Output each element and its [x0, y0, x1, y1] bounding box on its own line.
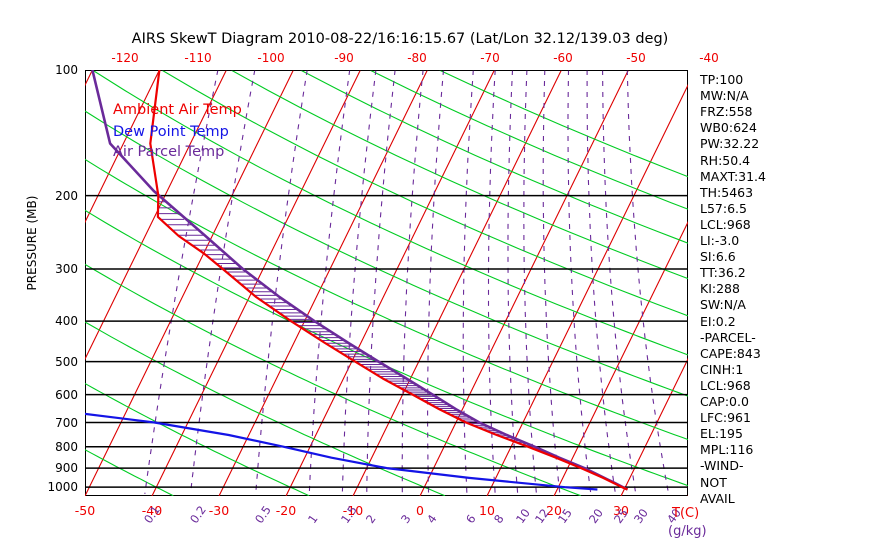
stat-item: LI:-3.0 — [700, 233, 740, 248]
stat-item: WB0:624 — [700, 120, 757, 136]
pressure-tick: 100 — [55, 63, 78, 77]
stat-item: TT:36.2 — [700, 265, 746, 281]
pressure-axis-title: PRESSURE (MB) — [25, 195, 39, 291]
skewt-plot — [85, 70, 688, 496]
pressure-tick: 400 — [55, 314, 78, 329]
stat-item: RH:50.4 — [700, 152, 751, 168]
stat-item: KI:288 — [700, 281, 740, 297]
top-temp-tick: -120 — [111, 51, 139, 65]
top-temp-tick: -60 — [553, 51, 573, 65]
stat-item: SW:N/A — [700, 297, 746, 313]
stat-item: LCL:968 — [700, 216, 751, 232]
bottom-temp-tick: -40 — [141, 503, 163, 518]
stat-item: L57:6.5 — [700, 200, 747, 216]
page-title: AIRS SkewT Diagram 2010-08-22/16:16:15.6… — [131, 31, 669, 47]
mixing-axis-unit-label: (g/kg) — [668, 524, 707, 539]
stat-item: EI:0.2 — [700, 313, 736, 329]
bottom-temp-tick: 30 — [613, 503, 629, 518]
bottom-temp-tick: -30 — [208, 503, 230, 518]
top-temp-tick: -90 — [334, 51, 354, 65]
stat-item: PW:32.22 — [700, 136, 760, 152]
top-temp-tick: -40 — [699, 51, 719, 65]
stat-item: LCL:968 — [700, 377, 751, 393]
pressure-tick: 700 — [55, 415, 78, 430]
stat-item: NOT — [700, 474, 727, 490]
pressure-tick: 800 — [55, 439, 78, 454]
legend-ambient-air-temp: Ambient Air Temp — [113, 102, 242, 118]
mixing-ratio-tick: 1 — [305, 511, 322, 527]
top-temp-tick: -100 — [257, 51, 285, 65]
top-temp-tick: -70 — [480, 51, 500, 65]
stat-item: MW:N/A — [700, 88, 749, 104]
top-temp-tick: -80 — [407, 51, 427, 65]
pressure-tick: 500 — [55, 354, 78, 369]
bottom-temp-tick: -10 — [342, 503, 364, 518]
stat-item: LFC:961 — [700, 410, 751, 426]
stat-item: TH:5463 — [700, 184, 754, 200]
pressure-tick: 300 — [55, 262, 78, 277]
stat-item: CAP:0.0 — [700, 394, 749, 409]
stat-item: SI:6.6 — [700, 249, 736, 265]
stat-item: MPL:116 — [700, 442, 754, 458]
bottom-temp-tick: 20 — [546, 503, 562, 518]
bottom-temp-tick: 10 — [479, 503, 495, 518]
stat-item: AVAIL — [700, 490, 735, 506]
stat-item: CINH:1 — [700, 361, 744, 377]
stat-item: FRZ:558 — [700, 104, 753, 120]
stat-item: CAPE:843 — [700, 345, 761, 361]
pressure-tick: 600 — [55, 387, 78, 402]
stat-item: -WIND- — [700, 458, 744, 474]
top-temp-tick: -50 — [626, 51, 646, 65]
bottom-temp-tick: -50 — [74, 503, 96, 518]
pressure-tick: 1000 — [47, 480, 78, 495]
bottom-temp-tick: 0 — [416, 503, 424, 518]
pressure-tick: 900 — [55, 461, 78, 476]
stat-item: -PARCEL- — [700, 329, 756, 345]
temp-axis-unit-label: T(C) — [672, 506, 700, 521]
stat-item: EL:195 — [700, 426, 743, 442]
legend-air-parcel-temp: Air Parcel Temp — [113, 144, 225, 160]
mixing-ratio-tick: 2 — [362, 511, 379, 527]
bottom-temp-tick: -20 — [275, 503, 297, 518]
stat-item: TP:100 — [700, 72, 744, 87]
pressure-tick: 200 — [55, 188, 78, 203]
top-temp-tick: -110 — [184, 51, 212, 65]
stat-item: MAXT:31.4 — [700, 168, 766, 184]
legend-dew-point-temp: Dew Point Temp — [113, 124, 229, 140]
mixing-ratio-tick: 10 — [513, 506, 534, 527]
